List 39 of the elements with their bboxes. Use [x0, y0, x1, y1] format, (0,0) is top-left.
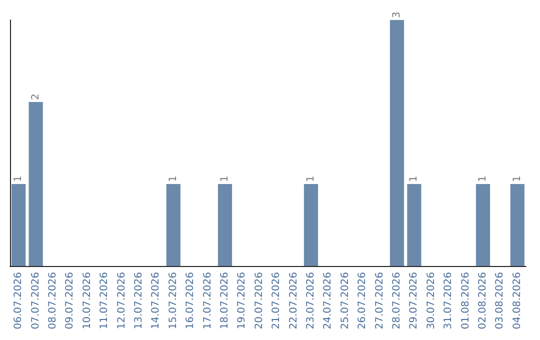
x-tick-label: 24.07.2026 — [322, 272, 334, 330]
data-label: 1 — [408, 176, 420, 182]
x-tick-label: 04.08.2026 — [512, 272, 523, 330]
data-label: 1 — [478, 176, 488, 182]
x-tick-label: 23.07.2026 — [306, 272, 316, 330]
x-tick-label: 10.07.2026 — [82, 272, 93, 330]
x-tick-label: 09.07.2026 — [64, 272, 76, 330]
data-label: 3 — [392, 12, 402, 18]
x-tick-label: 29.07.2026 — [408, 272, 420, 330]
data-label: 1 — [220, 176, 230, 182]
x-tick-label: 16.07.2026 — [185, 272, 196, 330]
data-label: 1 — [168, 176, 179, 182]
x-tick-label: 07.07.2026 — [30, 272, 42, 330]
data-label: 1 — [13, 176, 24, 182]
x-tick-label: 26.07.2026 — [357, 272, 368, 330]
x-tick-label: 01.08.2026 — [460, 272, 472, 330]
x-tick-label: 21.07.2026 — [271, 272, 282, 330]
x-tick-label: 03.08.2026 — [494, 272, 506, 330]
data-label: 2 — [30, 94, 42, 100]
x-tick-label: 15.07.2026 — [168, 272, 179, 330]
x-tick-label: 27.07.2026 — [374, 272, 386, 330]
data-label: 1 — [306, 176, 316, 182]
data-label: 1 — [512, 176, 523, 182]
x-tick-label: 19.07.2026 — [236, 272, 248, 330]
x-tick-label: 13.07.2026 — [134, 272, 144, 330]
x-tick-label: 28.07.2026 — [392, 272, 402, 330]
x-tick-label: 17.07.2026 — [202, 272, 214, 330]
x-tick-label: 30.07.2026 — [426, 272, 437, 330]
x-tick-label: 14.07.2026 — [150, 272, 162, 330]
x-tick-label: 18.07.2026 — [220, 272, 230, 330]
x-tick-label: 11.07.2026 — [99, 272, 110, 330]
x-tick-label: 22.07.2026 — [288, 272, 300, 330]
x-tick-label: 02.08.2026 — [478, 272, 488, 330]
x-tick-label: 12.07.2026 — [116, 272, 128, 330]
x-tick-label: 06.07.2026 — [13, 272, 24, 330]
x-tick-label: 25.07.2026 — [340, 272, 351, 330]
x-tick-label: 20.07.2026 — [254, 272, 265, 330]
x-tick-label: 08.07.2026 — [48, 272, 58, 330]
x-tick-label: 31.07.2026 — [443, 272, 454, 330]
